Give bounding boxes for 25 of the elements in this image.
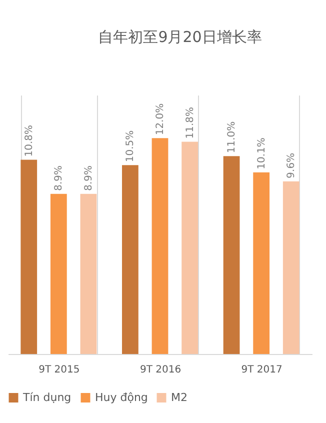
- bar: [20, 160, 38, 354]
- data-label: 10.8%: [24, 124, 35, 157]
- data-label: 10.1%: [256, 138, 268, 170]
- bar: [122, 165, 138, 354]
- bar: [223, 156, 240, 354]
- bar: [282, 181, 300, 354]
- bar: [253, 172, 270, 354]
- legend-label: Huy động: [95, 390, 148, 404]
- x-tick-label: 9T 2017: [241, 364, 282, 376]
- bar: [80, 194, 97, 354]
- data-label: 9.6%: [286, 152, 298, 178]
- legend-label: Tín dụng: [22, 390, 72, 404]
- bar: [152, 138, 168, 354]
- data-label: 12.0%: [155, 103, 166, 136]
- legend-label: M2: [171, 390, 188, 404]
- data-label: 11.0%: [226, 121, 238, 154]
- data-label: 8.9%: [54, 166, 65, 191]
- data-label: 8.9%: [83, 166, 94, 191]
- chart-title: 自年初至9月20日增长率: [98, 28, 262, 46]
- x-tick-label: 9T 2015: [38, 364, 80, 376]
- data-label: 10.5%: [125, 130, 136, 162]
- data-label: 11.8%: [184, 106, 196, 139]
- bar: [50, 194, 67, 354]
- bar: [182, 142, 198, 354]
- x-tick-label: 9T 2016: [140, 364, 182, 376]
